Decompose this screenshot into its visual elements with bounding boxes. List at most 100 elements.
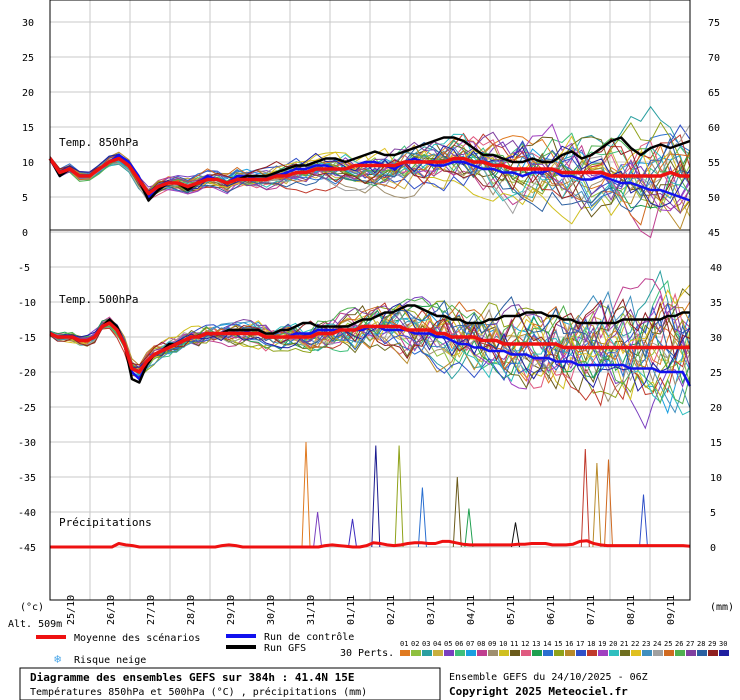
pert-number: 07 [466, 640, 474, 648]
pert-swatch [653, 650, 663, 656]
pert-swatch [631, 650, 641, 656]
y-tick-right: 70 [708, 53, 720, 64]
x-tick-label: 29/10 [226, 595, 237, 625]
pert-swatch [411, 650, 421, 656]
pert-number: 28 [697, 640, 705, 648]
pert-number: 26 [675, 640, 683, 648]
axes: 05101520253045505560657075-5-10-15-20-25… [18, 0, 722, 625]
right-unit-label: (mm) [710, 602, 734, 613]
x-tick-label: 25/10 [66, 595, 77, 625]
left-unit-label: (°c) [20, 602, 44, 613]
y-tick-left: -10 [18, 298, 36, 309]
y-tick-right: 50 [708, 193, 720, 204]
y-tick-right: 65 [708, 88, 720, 99]
precip-spike [452, 476, 462, 548]
pert-swatch [697, 650, 707, 656]
pert-number: 21 [620, 640, 628, 648]
pert-number: 12 [521, 640, 529, 648]
y-tick-left: -20 [18, 368, 36, 379]
perturbation-legend: 01 02 03 04 05 06 07 08 09 10 11 12 13 14 15 16 17 18 19 20… [400, 640, 729, 656]
pert-number: 14 [543, 640, 551, 648]
pert-number: 05 [444, 640, 452, 648]
y-tick-right: 45 [708, 228, 720, 239]
pert-number: 25 [664, 640, 672, 648]
precip-spike [511, 522, 520, 548]
pert-swatch [620, 650, 630, 656]
chart-title: Diagramme des ensembles GEFS sur 384h : … [30, 671, 355, 684]
precip-spike [580, 448, 590, 548]
legend-control-label: Run de contrôle [264, 631, 354, 643]
pert-number: 16 [565, 640, 573, 648]
pert-swatch [433, 650, 443, 656]
member-line-500 [49, 298, 691, 366]
precip-spike [417, 487, 427, 548]
y-tick-right: 5 [710, 508, 716, 519]
precip-panel-label: Précipitations [59, 516, 152, 529]
x-tick-label: 05/11 [506, 595, 517, 625]
precip-spike [371, 445, 381, 548]
pert-number: 30 [719, 640, 727, 648]
pert-swatch [565, 650, 575, 656]
legend-gfs-label: Run GFS [264, 643, 306, 654]
x-tick-label: 06/11 [546, 595, 557, 625]
precip-spike [313, 511, 323, 548]
plot-frame [49, 0, 691, 601]
legend: Moyenne des scénarios Run de contrôle Ru… [36, 631, 729, 666]
y-tick-right: 10 [710, 473, 722, 484]
t500-panel-label: Temp. 500hPa [59, 293, 138, 306]
pert-swatch [708, 650, 718, 656]
y-tick-left: -25 [18, 403, 36, 414]
pert-number: 04 [433, 640, 441, 648]
precip-spike [394, 445, 404, 548]
x-tick-label: 30/10 [266, 595, 277, 625]
legend-perts-label: 30 Perts. [340, 648, 394, 659]
y-tick-right: 25 [710, 368, 722, 379]
pert-swatch [477, 650, 487, 656]
y-tick-left: 20 [22, 88, 34, 99]
pert-swatch [576, 650, 586, 656]
x-tick-label: 09/11 [666, 595, 677, 625]
y-tick-left: 5 [22, 193, 28, 204]
y-tick-left: 0 [22, 228, 28, 239]
x-tick-label: 04/11 [466, 595, 477, 625]
pert-swatch [455, 650, 465, 656]
mean-line-850 [48, 156, 690, 196]
pert-swatch [664, 650, 674, 656]
copyright: Copyright 2025 Meteociel.fr [449, 685, 628, 698]
legend-mean-label: Moyenne des scénarios [74, 632, 200, 644]
pert-swatch [675, 650, 685, 656]
gfs-line-850 [48, 136, 691, 202]
pert-swatch [488, 650, 498, 656]
pert-number: 11 [510, 640, 518, 648]
y-tick-right: 15 [710, 438, 722, 449]
pert-number: 27 [686, 640, 694, 648]
pert-swatch [510, 650, 520, 656]
title-box [19, 667, 441, 700]
pert-swatch [444, 650, 454, 656]
precip-spike [464, 508, 474, 548]
legend-snow-label: Risque neige [74, 655, 146, 666]
x-tick-label: 26/10 [106, 595, 117, 625]
pert-swatch [466, 650, 476, 656]
y-tick-left: -35 [18, 473, 36, 484]
y-tick-right: 20 [710, 403, 722, 414]
pert-number: 24 [653, 640, 661, 648]
x-tick-label: 01/11 [346, 595, 357, 625]
pert-number: 01 [400, 640, 408, 648]
y-tick-left: -5 [18, 263, 30, 274]
pert-number: 03 [422, 640, 430, 648]
y-tick-right: 60 [708, 123, 720, 134]
pert-swatch [609, 650, 619, 656]
main-series [48, 136, 692, 549]
y-tick-left: 10 [22, 158, 34, 169]
y-tick-left: -40 [18, 508, 36, 519]
pert-swatch [499, 650, 509, 656]
pert-number: 23 [642, 640, 650, 648]
pert-number: 15 [554, 640, 562, 648]
pert-number: 22 [631, 640, 639, 648]
pert-swatch [598, 650, 608, 656]
pert-swatch [543, 650, 553, 656]
y-tick-right: 55 [708, 158, 720, 169]
chart-subtitle: Températures 850hPa et 500hPa (°C) , pré… [30, 686, 367, 698]
